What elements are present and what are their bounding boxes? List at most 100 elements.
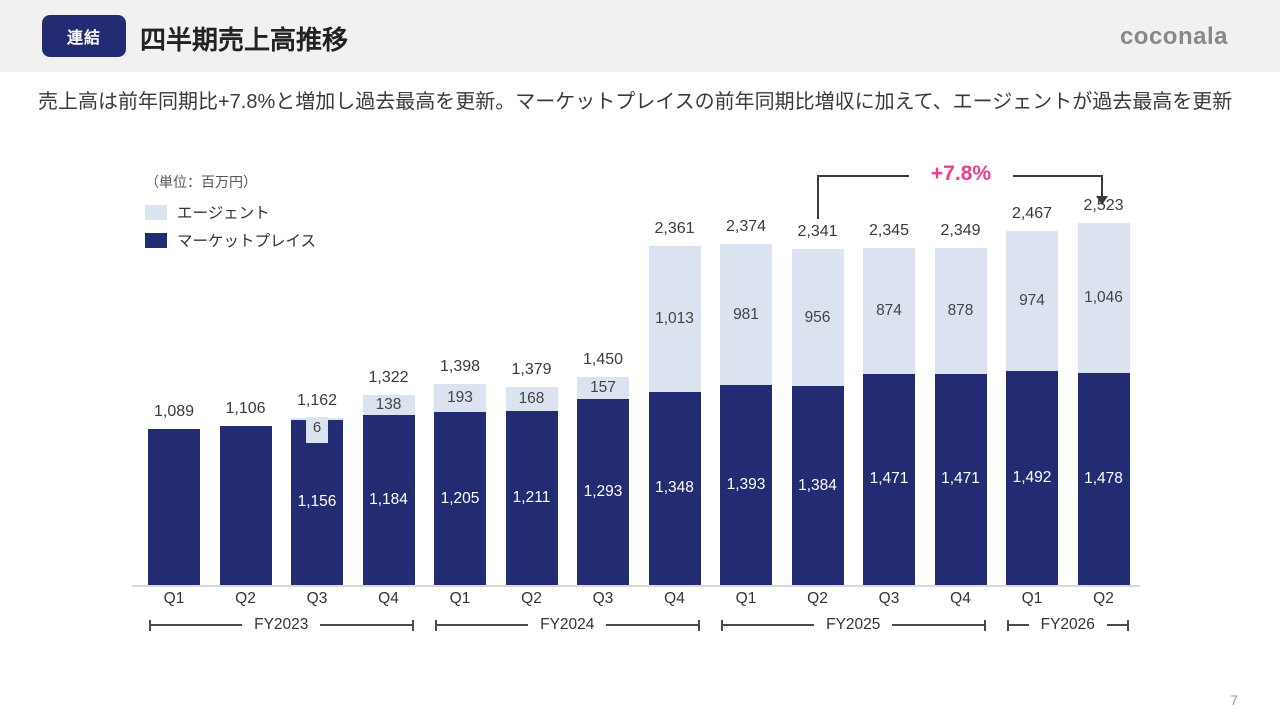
bar-marketplace-value-label: 1,205 <box>440 489 480 507</box>
bar-agent-segment: 138 <box>362 395 415 416</box>
bar-total-label: 2,341 <box>797 223 838 241</box>
bar-marketplace-value-label: 1,293 <box>583 483 623 501</box>
bar-total-label: 2,345 <box>868 222 910 240</box>
bar-agent-segment: 193 <box>434 384 486 413</box>
bar-marketplace-value-label: 1,492 <box>1012 468 1052 486</box>
fy-group-label: FY2025 <box>826 616 881 633</box>
bar-agent-segment: 878 <box>934 247 987 374</box>
bar-agent-value-label: 956 <box>804 308 831 326</box>
coconala-logo: coconala <box>1119 23 1228 50</box>
bar-marketplace-value-label: 1,156 <box>297 493 337 511</box>
fy-group-bracket: FY2026 <box>1007 616 1129 634</box>
bar-agent-value-label: 874 <box>876 302 902 320</box>
fy-group-label: FY2023 <box>254 616 309 633</box>
x-axis-label: Q4 <box>378 590 399 607</box>
quarterly-revenue-chart: （単位：百万円） エージェント マーケットプレイス 1,089 Q1 1,106 Q2… <box>132 160 1150 660</box>
x-axis-label: Q4 <box>664 590 685 607</box>
fy-bracket-tick <box>697 619 700 631</box>
bar-marketplace-value-label: 1,384 <box>798 476 837 494</box>
yoy-growth-annotation: +7.8% <box>930 162 992 185</box>
bar-total-label: 1,450 <box>582 350 624 368</box>
bar-agent-value-label: 1,013 <box>655 309 694 327</box>
marketplace-swatch <box>145 232 167 248</box>
fy-bracket-tick <box>1126 619 1129 631</box>
x-axis-label: Q2 <box>807 590 828 607</box>
annotation-bracket-right <box>1013 175 1103 197</box>
bar-total-label: 1,322 <box>368 369 409 387</box>
slide-header: 連結 四半期売上高推移 coconala <box>0 0 1280 72</box>
fy-bracket-line <box>437 624 529 626</box>
fy-bracket-line <box>1009 624 1029 626</box>
bar-total-label: 2,349 <box>940 221 981 239</box>
page-title: 四半期売上高推移 <box>140 25 349 55</box>
bar-marketplace-segment: 1,211 <box>505 411 558 585</box>
bar-agent-value-label: 138 <box>375 396 402 414</box>
fy-bracket-tick <box>721 619 723 631</box>
bar-marketplace-segment <box>219 426 272 585</box>
agent-swatch <box>145 204 167 220</box>
x-axis-label: Q3 <box>306 590 328 607</box>
legend-item-agent: エージェント <box>145 198 316 226</box>
fy-bracket-line <box>606 624 698 626</box>
bar-marketplace-value-label: 1,471 <box>941 470 980 488</box>
bar-marketplace-value-label: 1,393 <box>726 476 766 494</box>
bar-marketplace-segment: 1,471 <box>863 373 915 585</box>
bar-marketplace-segment: 1,184 <box>362 415 415 585</box>
bar-total-label: 1,398 <box>439 358 481 376</box>
x-axis-label: Q2 <box>521 590 542 607</box>
legend-label: エージェント <box>177 205 270 222</box>
bar-marketplace-segment: 1,156 <box>291 419 343 585</box>
legend-label: マーケットプレイス <box>177 233 317 250</box>
bar-agent-segment: 874 <box>863 248 915 374</box>
bar-agent-segment: 981 <box>720 244 772 386</box>
bar-total-label: 2,523 <box>1083 196 1124 214</box>
fy-bracket-line <box>320 624 412 626</box>
bar-agent-value-label: 878 <box>947 301 974 319</box>
bar-marketplace-segment: 1,393 <box>720 385 772 585</box>
bar-agent-value-label: 193 <box>447 389 473 407</box>
fy-bracket-line <box>1106 624 1127 626</box>
bar-agent-segment: 1,046 <box>1077 222 1130 373</box>
x-axis-label: Q2 <box>235 590 256 607</box>
fy-group-bracket: FY2025 <box>721 616 986 634</box>
bar-total-label: 1,106 <box>225 400 266 418</box>
bar-marketplace-segment: 1,348 <box>648 391 701 585</box>
annotation-arrowhead-icon <box>1096 196 1108 205</box>
bar-total-label: 2,467 <box>1011 205 1053 223</box>
bar-marketplace-segment <box>148 428 200 585</box>
bar-agent-value-label: 1,046 <box>1084 288 1123 306</box>
fy-bracket-tick <box>149 619 151 631</box>
x-axis-label: Q1 <box>163 590 185 607</box>
fy-bracket-tick <box>435 619 437 631</box>
fy-group-label: FY2024 <box>540 616 595 633</box>
bar-agent-value-label: 981 <box>733 305 759 323</box>
fy-group-bracket: FY2024 <box>435 616 700 634</box>
fy-bracket-tick <box>983 619 986 631</box>
bar-total-label: 1,089 <box>153 402 195 420</box>
bar-total-label: 2,374 <box>725 218 767 236</box>
bar-agent-value-label: 168 <box>518 390 545 408</box>
consolidated-badge: 連結 <box>42 15 126 57</box>
bar-agent-value-label: 157 <box>590 379 616 397</box>
bar-agent-segment: 157 <box>577 376 629 400</box>
fy-group-bracket: FY2023 <box>149 616 414 634</box>
bar-marketplace-segment: 1,205 <box>434 412 486 585</box>
fy-bracket-tick <box>411 619 414 631</box>
bar-total-label: 1,379 <box>511 361 552 379</box>
fy-bracket-line <box>151 624 243 626</box>
x-axis-label: Q3 <box>878 590 900 607</box>
x-axis-label: Q2 <box>1093 590 1114 607</box>
bar-marketplace-segment: 1,471 <box>934 373 987 585</box>
bar-agent-segment: 1,013 <box>648 246 701 392</box>
x-axis-label: Q1 <box>1021 590 1043 607</box>
bar-agent-segment: 168 <box>505 387 558 412</box>
bar-total-label: 1,162 <box>296 392 338 410</box>
bar-marketplace-value-label: 1,211 <box>512 489 551 507</box>
bar-marketplace-segment: 1,384 <box>791 386 844 585</box>
page-number: 7 <box>1230 692 1238 708</box>
bar-marketplace-segment: 1,492 <box>1006 370 1058 585</box>
x-axis-label: Q3 <box>592 590 614 607</box>
fy-bracket-line <box>892 624 984 626</box>
bar-agent-segment: 956 <box>791 249 844 387</box>
legend-item-marketplace: マーケットプレイス <box>145 226 316 254</box>
